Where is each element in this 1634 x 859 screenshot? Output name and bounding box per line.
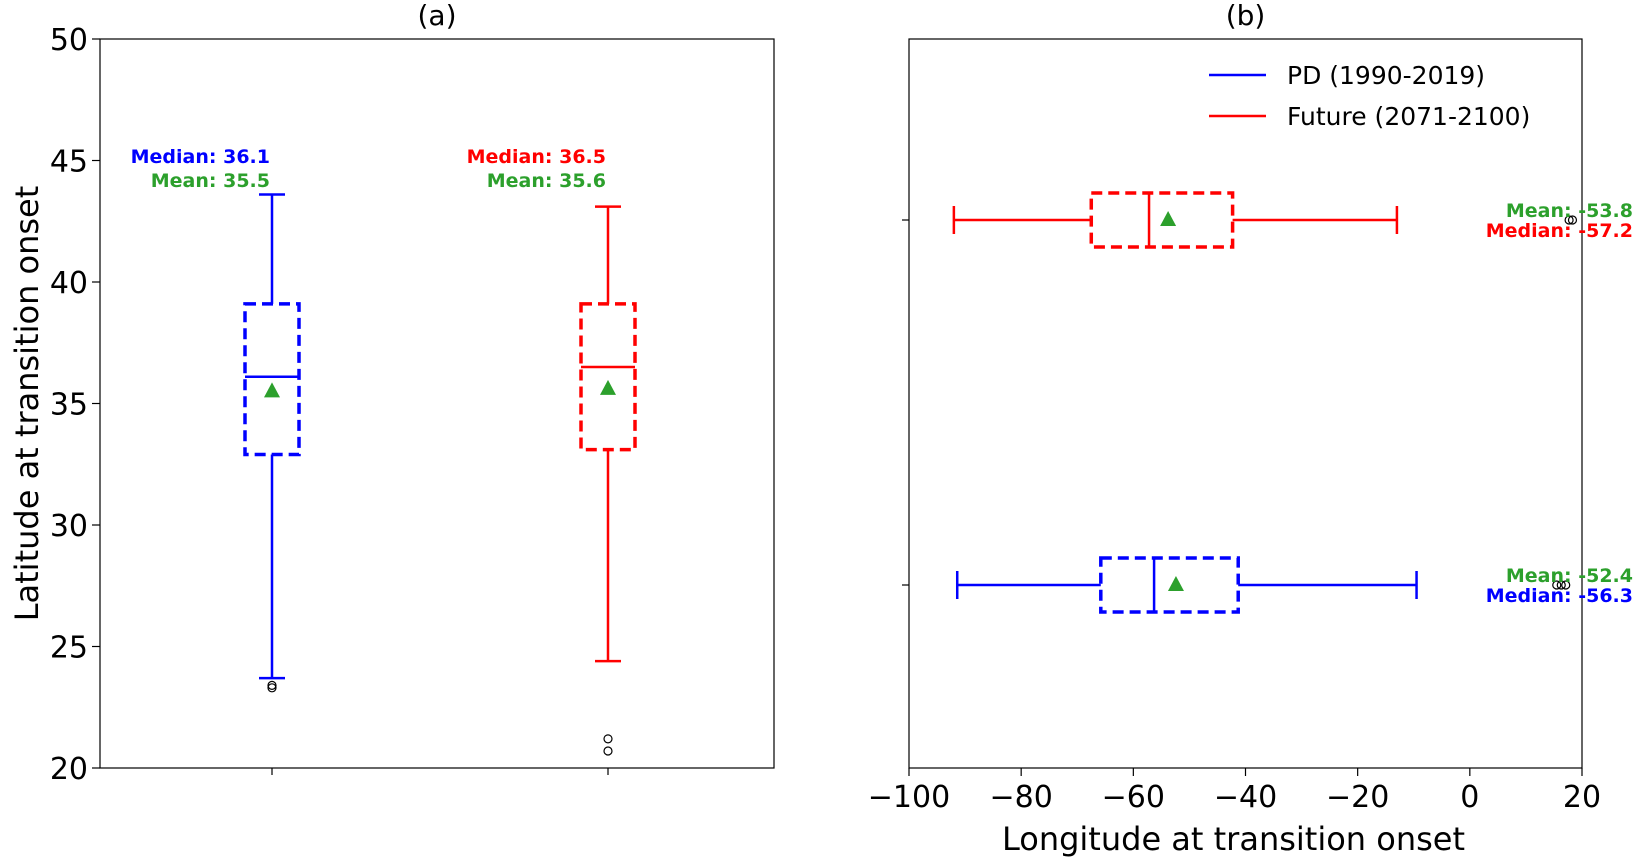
mean-annotation: Mean: 35.5 bbox=[151, 170, 270, 192]
median-annotation: Median: 36.5 bbox=[467, 146, 606, 168]
median-annotation: Median: -57.2 bbox=[1486, 220, 1633, 242]
panel-b-title: (b) bbox=[1226, 0, 1266, 32]
flier-point bbox=[1561, 580, 1571, 590]
median-annotation: Median: 36.1 bbox=[131, 146, 270, 168]
median-annotation: Median: -56.3 bbox=[1486, 585, 1633, 607]
flier-point bbox=[1552, 580, 1562, 590]
y-axis-label: Latitude at transition onset bbox=[8, 186, 46, 622]
iqr-box bbox=[243, 302, 301, 457]
x-tick-label: −60 bbox=[1102, 780, 1165, 815]
mean-marker bbox=[600, 379, 616, 395]
mean-annotation: Mean: -53.8 bbox=[1506, 200, 1633, 222]
flier-point bbox=[1556, 580, 1566, 590]
x-tick-label: −40 bbox=[1214, 780, 1277, 815]
flier-point bbox=[603, 746, 613, 756]
legend: PD (1990-2019) Future (2071-2100) bbox=[1209, 61, 1530, 131]
panel-a-latitude-boxplot: 20 25 30 35 40 45 50 Latitude at transition ons… bbox=[8, 0, 775, 787]
y-tick-label: 25 bbox=[50, 631, 88, 666]
x-axis-label: Longitude at transition onset bbox=[1002, 820, 1465, 858]
x-tick-label: 20 bbox=[1563, 780, 1601, 815]
y-tick-label: 35 bbox=[50, 388, 88, 423]
mean-annotation: Mean: 35.6 bbox=[487, 170, 606, 192]
iqr-box bbox=[579, 302, 637, 452]
x-tick-label: −80 bbox=[990, 780, 1053, 815]
mean-marker bbox=[1160, 211, 1177, 226]
mean-annotation: Mean: -52.4 bbox=[1506, 565, 1633, 587]
flier-point bbox=[1564, 215, 1574, 225]
y-tick-label: 40 bbox=[50, 266, 88, 301]
legend-entry-label: PD (1990-2019) bbox=[1287, 61, 1485, 90]
panel-a-title: (a) bbox=[417, 0, 456, 32]
panel-b-longitude-boxplot: −100 −80 −60 −40 −20 0 20 Longitude at transiti… bbox=[868, 0, 1633, 858]
x-tick-label: −20 bbox=[1326, 780, 1389, 815]
flier-point bbox=[267, 683, 277, 693]
flier-point bbox=[603, 734, 613, 744]
y-tick-label: 50 bbox=[50, 23, 88, 58]
mean-marker bbox=[1167, 576, 1184, 591]
x-tick-label: −100 bbox=[868, 780, 950, 815]
flier-point bbox=[267, 680, 277, 690]
legend-entry-label: Future (2071-2100) bbox=[1287, 102, 1530, 131]
flier-point bbox=[1567, 215, 1578, 225]
x-tick-label: 0 bbox=[1460, 780, 1479, 815]
iqr-box bbox=[1099, 556, 1240, 614]
panel-b-frame bbox=[908, 38, 1583, 769]
y-tick-label: 45 bbox=[50, 145, 88, 180]
mean-marker bbox=[264, 382, 280, 398]
y-tick-label: 20 bbox=[50, 752, 88, 787]
y-tick-label: 30 bbox=[50, 509, 88, 544]
iqr-box bbox=[1089, 191, 1235, 249]
